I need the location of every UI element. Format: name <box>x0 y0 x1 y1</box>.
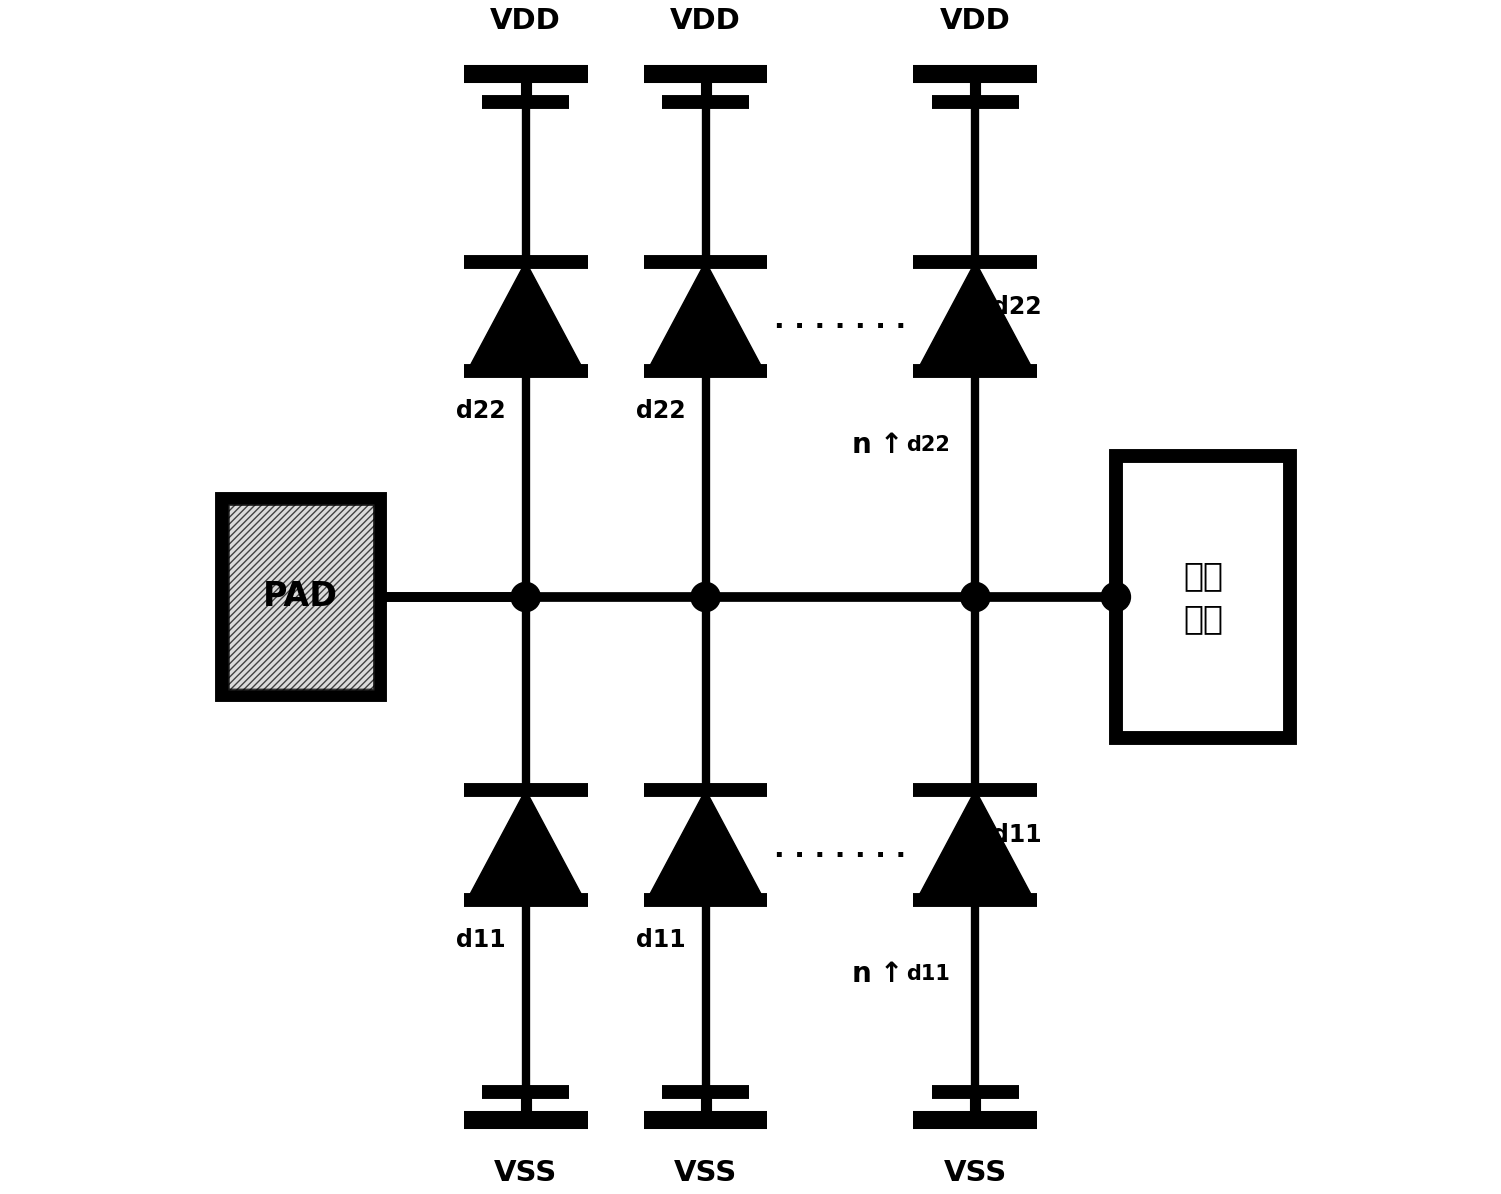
Text: d11: d11 <box>456 928 506 952</box>
Text: · · · · · · ·: · · · · · · · <box>775 313 907 341</box>
Polygon shape <box>917 790 1034 899</box>
Text: VDD: VDD <box>940 7 1010 35</box>
Text: d22: d22 <box>456 399 506 424</box>
Text: VSS: VSS <box>944 1159 1007 1187</box>
Text: n: n <box>851 431 872 460</box>
Text: ↑: ↑ <box>880 960 904 987</box>
Text: · · · · · · ·: · · · · · · · <box>775 842 907 869</box>
Text: VDD: VDD <box>491 7 561 35</box>
Polygon shape <box>467 261 584 371</box>
Text: d11: d11 <box>636 928 686 952</box>
Polygon shape <box>917 261 1034 371</box>
Text: d11: d11 <box>992 823 1042 847</box>
Bar <box>222 499 380 695</box>
Polygon shape <box>647 790 764 899</box>
Circle shape <box>690 583 720 611</box>
Circle shape <box>961 583 991 611</box>
Circle shape <box>1102 583 1130 611</box>
Text: 内部
电路: 内部 电路 <box>1183 559 1223 635</box>
Circle shape <box>510 583 540 611</box>
Text: VDD: VDD <box>669 7 741 35</box>
Bar <box>228 504 374 690</box>
Bar <box>1115 456 1289 738</box>
Text: PAD: PAD <box>263 580 338 614</box>
Text: ↑: ↑ <box>880 431 904 460</box>
Text: d22: d22 <box>992 295 1042 319</box>
Text: d11: d11 <box>905 964 950 984</box>
Polygon shape <box>467 790 584 899</box>
Text: VSS: VSS <box>674 1159 737 1187</box>
Text: VSS: VSS <box>494 1159 557 1187</box>
Text: d22: d22 <box>905 436 950 455</box>
Polygon shape <box>647 261 764 371</box>
Text: n: n <box>851 960 872 987</box>
Text: d22: d22 <box>636 399 686 424</box>
